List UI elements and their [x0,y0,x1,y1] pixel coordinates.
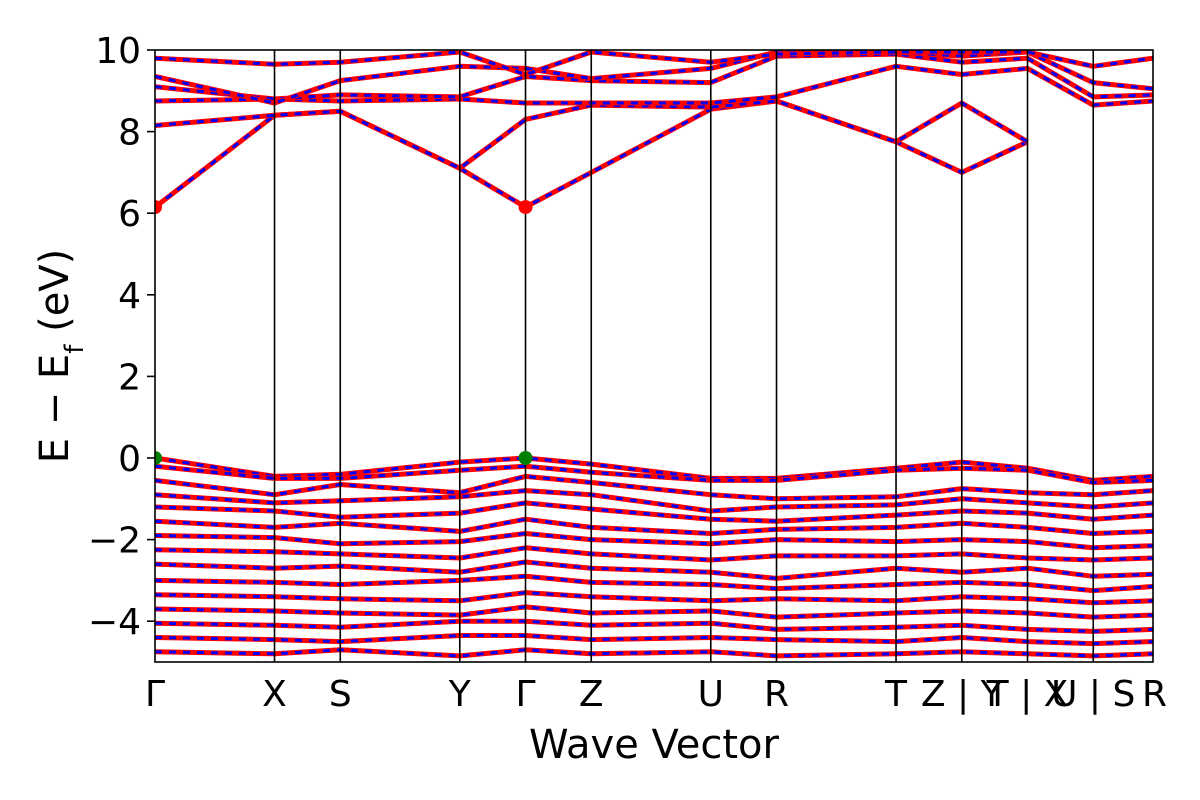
valence-band-12-spin-up [155,604,1153,620]
valence-band-13-spin-up [155,618,1153,634]
valence-band-11 [155,590,1153,606]
x-tick-label: U [698,674,724,715]
x-tick-label: Γ [515,674,535,715]
x-tick-label: R [1142,674,1167,715]
valence-band-6 [155,516,1153,536]
x-tick-label: X [262,674,287,715]
valence-band-7-spin-up [155,531,1153,551]
y-tick-label: −4 [88,602,141,643]
y-axis-ticks: −4 −2 0 2 4 6 8 10 [88,31,155,643]
y-tick-label: 6 [118,194,141,235]
k-point-lines [273,50,1095,662]
y-tick-label: −2 [88,521,141,562]
valence-band-15-spin-up [155,647,1153,659]
valence-band-8-spin-up [155,545,1153,563]
y-axis-title-subscript: f [60,344,90,354]
vbm-marker [518,451,533,465]
y-tick-label: 8 [118,113,141,154]
valence-band-9-spin-up [155,559,1153,581]
y-tick-label: 4 [118,276,141,317]
y-axis-title-main: E − E [32,354,78,464]
y-axis-title: E − Ef (eV) [32,249,90,464]
cbm-marker [155,200,162,215]
x-tick-label: Γ [145,674,165,715]
x-tick-label: U | S [1051,674,1135,715]
x-tick-label: Z [579,674,604,715]
x-tick-label: T | X [986,674,1069,715]
valence-band-10-spin-up [155,573,1153,594]
y-tick-label: 0 [118,439,141,480]
x-tick-label: S [329,674,352,715]
y-tick-label: 10 [95,31,141,72]
x-tick-label: Y [448,674,472,715]
band-edge-markers [155,200,533,465]
valence-band-14-spin-up [155,633,1153,647]
vbm-marker [155,451,162,465]
x-axis-title: Wave Vector [529,722,780,768]
valence-band-8 [155,545,1153,563]
bands-layer [155,50,1153,659]
x-tick-label: T [884,674,908,715]
valence-band-14 [155,633,1153,647]
valence-band-11-spin-up [155,590,1153,606]
valence-band-15 [155,647,1153,659]
cbm-marker [518,200,533,215]
valence-band-13 [155,618,1153,634]
x-tick-label: Z | Y [921,674,1004,715]
y-tick-label: 2 [118,357,141,398]
x-tick-label: R [764,674,789,715]
valence-band-10 [155,573,1153,594]
y-axis-title-unit: (eV) [32,249,78,345]
valence-band-7 [155,531,1153,551]
valence-band-6-spin-up [155,516,1153,536]
valence-band-9 [155,559,1153,581]
plot-frame [154,49,1154,663]
valence-band-12 [155,604,1153,620]
